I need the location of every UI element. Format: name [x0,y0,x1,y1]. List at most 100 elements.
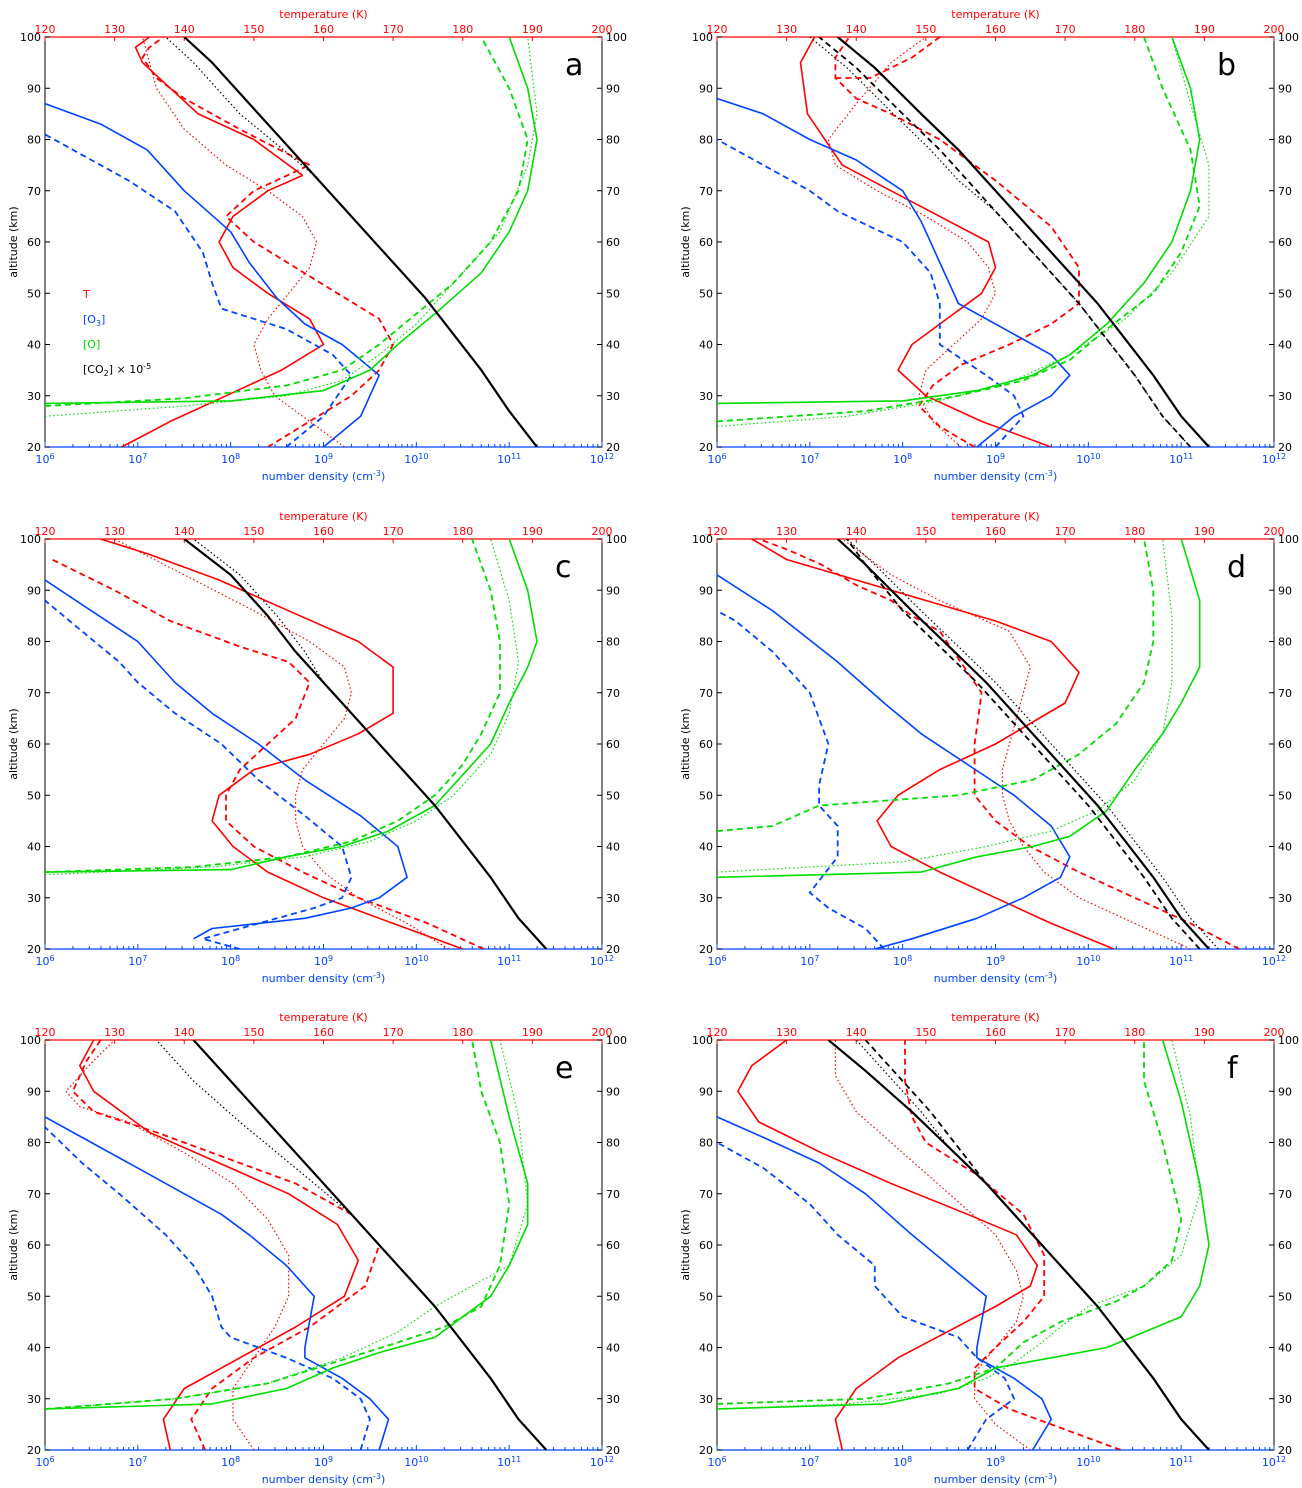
density-tick-label: 108 [221,954,240,968]
temperature-tick-label: 180 [1124,525,1145,538]
temperature-tick-label: 200 [592,1026,613,1039]
y-tick-label-right: 70 [1278,185,1292,198]
temperature-tick-label: 200 [1264,1026,1285,1039]
series-o-dotted [717,539,1173,873]
y-tick-label: 40 [699,1342,713,1355]
y-tick-label-right: 20 [1278,441,1292,454]
temperature-tick-label: 130 [776,1026,797,1039]
y-tick-label: 50 [699,1290,713,1303]
y-tick-label-right: 30 [1278,1393,1292,1406]
y-tick-label: 100 [20,31,41,44]
density-tick-label: 1010 [404,1455,428,1469]
density-tick-label: 108 [893,452,912,466]
altitude-axis-title: altitude (km) [7,206,20,277]
series-t-dotted [65,1040,290,1450]
y-tick-label: 70 [699,687,713,700]
y-tick-label: 90 [27,1085,41,1098]
density-axis-title: number density (cm-3) [262,1472,386,1486]
series-t-dashed [141,37,311,166]
series-o3-solid [45,1116,390,1450]
series-o3-solid [717,574,1071,949]
series-t-dashed [904,1040,1122,1450]
series-t-dotted [834,1040,1031,1450]
series-co2-dotted [165,37,538,447]
density-tick-label: 109 [314,452,333,466]
series-o3-dashed [717,1141,1015,1450]
y-tick-label: 60 [27,738,41,751]
panel-letter: b [1217,48,1236,83]
y-tick-label-right: 70 [606,687,620,700]
temperature-tick-label: 120 [35,525,56,538]
y-tick-label-right: 40 [1278,339,1292,352]
y-tick-label-right: 100 [1278,1034,1299,1047]
y-tick-label-right: 30 [1278,892,1292,905]
legend-temperature: T [82,288,90,301]
temperature-tick-label: 200 [592,525,613,538]
y-tick-label: 80 [27,636,41,649]
temperature-tick-label: 190 [522,525,543,538]
temperature-tick-label: 200 [1264,23,1285,36]
temperature-tick-label: 130 [104,23,125,36]
density-tick-label: 107 [800,1455,819,1469]
y-tick-label: 50 [699,287,713,300]
y-tick-label-right: 30 [606,1393,620,1406]
series-co2-solid [836,539,1210,949]
density-axis-title: number density (cm-3) [934,971,1058,985]
series-o-solid [717,539,1201,879]
temperature-tick-label: 180 [452,1026,473,1039]
series-t-dashed [834,37,1080,447]
y-tick-label-right: 100 [606,533,627,546]
density-tick-label: 1010 [1076,954,1100,968]
series-co2-solid [836,37,1210,447]
y-tick-label: 60 [27,236,41,249]
y-tick-label-right: 50 [1278,287,1292,300]
series-o3-dashed [717,610,885,949]
density-tick-label: 1011 [497,452,521,466]
temperature-tick-label: 120 [35,1026,56,1039]
temperature-tick-label: 170 [383,1026,404,1039]
panel-letter: d [1227,550,1246,585]
density-tick-label: 1012 [590,1455,614,1469]
y-tick-label: 20 [27,441,41,454]
series-o3-dashed [45,1126,371,1450]
density-tick-label: 1010 [404,954,428,968]
temperature-tick-label: 160 [313,525,334,538]
y-tick-label: 90 [699,82,713,95]
temperature-tick-label: 140 [174,1026,195,1039]
legend: T [O3] [O] [CO2] × 10-5 [82,288,151,378]
y-tick-label-right: 50 [606,287,620,300]
y-tick-label: 70 [27,185,41,198]
series-o-dashed [45,539,501,873]
series-co2-dotted [846,539,1219,949]
y-tick-label-right: 60 [606,236,620,249]
temperature-tick-label: 120 [707,525,728,538]
series-t-solid [100,539,464,949]
temperature-tick-label: 130 [104,1026,125,1039]
y-tick-label: 20 [699,441,713,454]
temperature-tick-label: 150 [915,1026,936,1039]
temperature-tick-label: 200 [1264,525,1285,538]
y-tick-label-right: 90 [1278,584,1292,597]
y-tick-label-right: 100 [606,31,627,44]
series-group [717,539,1240,949]
temperature-axis-title: temperature (K) [951,8,1039,21]
y-tick-label-right: 20 [606,441,620,454]
y-tick-label-right: 20 [1278,1444,1292,1457]
density-tick-label: 106 [35,954,54,968]
density-tick-label: 1011 [497,954,521,968]
temperature-tick-label: 170 [383,525,404,538]
series-co2-dotted [155,1040,547,1450]
temperature-tick-label: 190 [1194,1026,1215,1039]
y-tick-label: 40 [699,339,713,352]
temperature-tick-label: 160 [985,525,1006,538]
y-tick-label-right: 60 [1278,236,1292,249]
series-o-dotted [717,37,1210,428]
density-axis-title: number density (cm-3) [262,469,386,483]
y-tick-label-right: 100 [606,1034,627,1047]
y-tick-label-right: 60 [1278,1239,1292,1252]
temperature-tick-label: 170 [383,23,404,36]
temperature-tick-label: 170 [1055,23,1076,36]
